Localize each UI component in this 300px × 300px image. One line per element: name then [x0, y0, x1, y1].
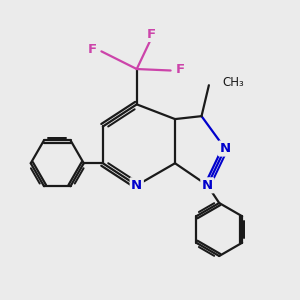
Text: N: N	[131, 179, 142, 192]
Text: N: N	[202, 179, 213, 192]
Text: F: F	[176, 62, 184, 76]
Text: F: F	[88, 44, 97, 56]
Text: F: F	[147, 28, 156, 41]
Text: N: N	[220, 142, 231, 155]
Text: CH₃: CH₃	[222, 76, 244, 89]
